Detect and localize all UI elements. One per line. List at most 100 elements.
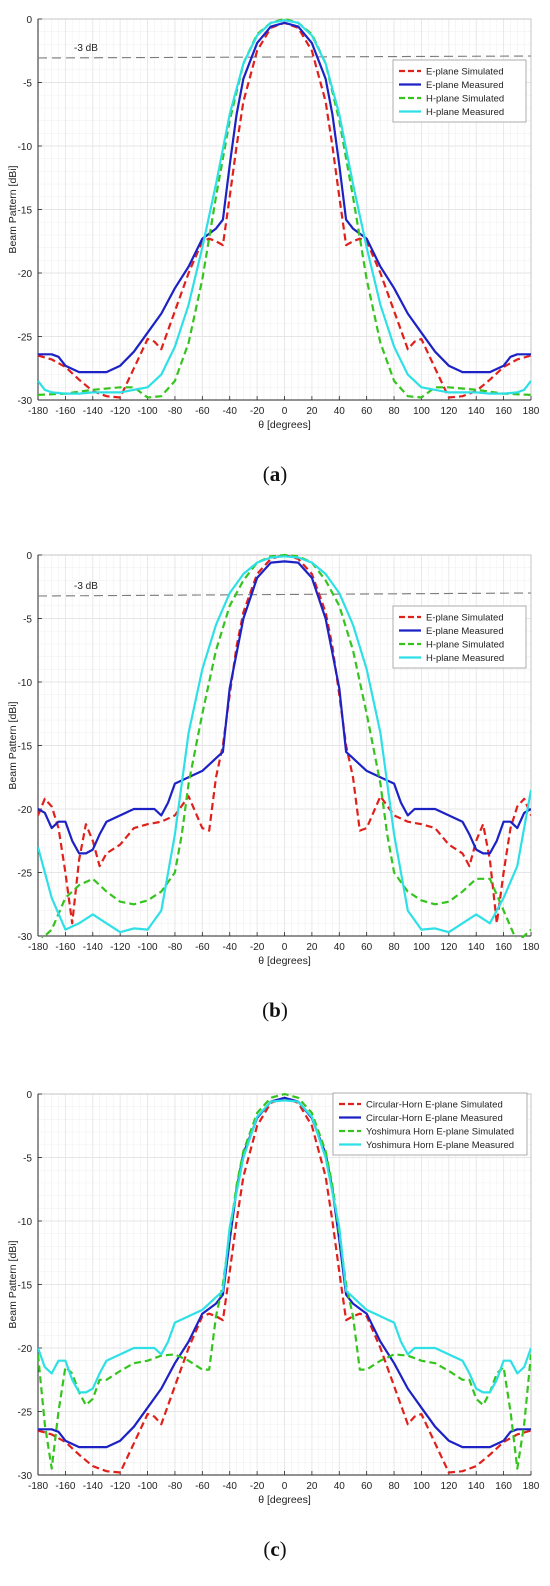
x-tick-label: -180 <box>28 942 48 953</box>
legend: E-plane Simulated E-plane Measured H-plane… <box>392 605 527 669</box>
y-tick-label: -25 <box>18 1408 33 1419</box>
y-tick-label: -15 <box>18 1281 33 1292</box>
x-axis-label: θ [degrees] <box>258 419 311 431</box>
x-tick-label: 20 <box>306 942 318 953</box>
beam-pattern-chart-b: -180 -160 -140 -120 -100 -80 -60 -40 -20 0 20 40 60 8… <box>7 551 540 967</box>
beam-pattern-chart-a: -180 -160 -140 -120 -100 -80 -60 -40 -20 0 20 40 60 8… <box>7 15 540 431</box>
series-line-4 <box>38 19 531 395</box>
x-tick-label: -20 <box>250 406 265 417</box>
x-tick-label: 60 <box>361 942 373 953</box>
x-tick-label: -180 <box>28 1481 48 1492</box>
y-axis-label: Beam Pattern [dBi] <box>7 165 19 253</box>
x-tick-label: -140 <box>83 1481 103 1492</box>
y-tick-label: -20 <box>18 805 33 816</box>
x-axis-label: θ [degrees] <box>258 955 311 967</box>
chart-panel-c: -180 -160 -140 -120 -100 -80 -60 -40 -20 0 20 40 60 8… <box>0 1075 550 1525</box>
x-tick-label: -160 <box>55 1481 75 1492</box>
x-tick-label: 120 <box>440 1481 457 1492</box>
caption-b: (b) <box>262 998 288 1022</box>
x-axis-label: θ [degrees] <box>258 1494 311 1506</box>
y-tick-label: 0 <box>26 15 32 26</box>
x-tick-label: -40 <box>222 406 237 417</box>
chart-panel-b: -180 -160 -140 -120 -100 -80 -60 -40 -20 0 20 40 60 8… <box>0 536 550 986</box>
y-tick-label: 0 <box>26 1090 32 1101</box>
y-tick-label: -5 <box>23 615 32 626</box>
series-line-2 <box>38 560 531 855</box>
minus-3db-line <box>37 592 532 597</box>
x-tick-label: 40 <box>334 1481 346 1492</box>
series-line-4 <box>38 555 531 934</box>
legend-label: E-plane Simulated <box>426 613 504 624</box>
legend-label: E-plane Measured <box>426 80 504 91</box>
x-tick-label: -100 <box>138 942 158 953</box>
x-tick-label: 140 <box>468 406 485 417</box>
legend-label: Circular-Horn E-plane Simulated <box>366 1100 503 1111</box>
x-tick-label: 80 <box>388 942 400 953</box>
x-tick-label: 120 <box>440 406 457 417</box>
series-line-2 <box>38 21 531 374</box>
x-tick-label: -20 <box>250 942 265 953</box>
legend-label: H-plane Simulated <box>426 640 504 651</box>
legend-box <box>332 1092 528 1156</box>
x-tick-label: 180 <box>523 406 540 417</box>
y-tick-label: -5 <box>23 79 32 90</box>
legend-label: E-plane Simulated <box>426 67 504 78</box>
x-tick-label: -140 <box>83 942 103 953</box>
x-tick-label: 20 <box>306 406 318 417</box>
y-tick-label: -30 <box>18 932 33 943</box>
legend: Circular-Horn E-plane Simulated Circular-… <box>332 1092 528 1156</box>
x-tick-label: 180 <box>523 1481 540 1492</box>
x-tick-label: -20 <box>250 1481 265 1492</box>
y-axis-label: Beam Pattern [dBi] <box>7 1240 19 1328</box>
minus-3db-label: -3 dB <box>74 43 98 54</box>
series-group <box>38 553 531 938</box>
chart-panel-a: -180 -160 -140 -120 -100 -80 -60 -40 -20 0 20 40 60 8… <box>0 0 550 450</box>
legend-label: H-plane Measured <box>426 653 504 664</box>
series-group <box>38 17 531 399</box>
series-line-3 <box>41 553 531 938</box>
x-tick-label: -60 <box>195 406 210 417</box>
y-tick-label: -20 <box>18 269 33 280</box>
x-tick-label: 180 <box>523 942 540 953</box>
x-tick-label: 160 <box>495 942 512 953</box>
x-tick-label: -60 <box>195 942 210 953</box>
x-tick-label: 80 <box>388 406 400 417</box>
caption-a: (a) <box>262 462 288 486</box>
y-tick-label: -10 <box>18 142 33 153</box>
y-tick-label: 0 <box>26 551 32 562</box>
x-tick-label: -100 <box>138 406 158 417</box>
x-tick-label: -40 <box>222 942 237 953</box>
x-tick-label: 0 <box>282 406 288 417</box>
x-tick-label: -120 <box>110 942 130 953</box>
x-tick-label: -120 <box>110 406 130 417</box>
x-tick-label: 80 <box>388 1481 400 1492</box>
beam-pattern-chart-c: -180 -160 -140 -120 -100 -80 -60 -40 -20 0 20 40 60 8… <box>7 1090 540 1506</box>
legend-label: Yoshimura Horn E-plane Simulated <box>366 1127 514 1138</box>
minus-3db-line <box>37 55 532 59</box>
x-tick-label: 140 <box>468 942 485 953</box>
x-tick-label: -180 <box>28 406 48 417</box>
x-tick-label: 100 <box>413 1481 430 1492</box>
x-tick-label: -160 <box>55 406 75 417</box>
x-tick-label: -80 <box>168 406 183 417</box>
x-tick-label: -140 <box>83 406 103 417</box>
x-tick-label: 40 <box>334 942 346 953</box>
y-tick-label: -30 <box>18 396 33 407</box>
x-tick-label: 140 <box>468 1481 485 1492</box>
y-tick-label: -10 <box>18 1217 33 1228</box>
x-tick-label: 0 <box>282 942 288 953</box>
x-tick-label: 100 <box>413 942 430 953</box>
series-group <box>38 1092 531 1474</box>
minus-3db-label: -3 dB <box>74 581 98 592</box>
caption-c: (c) <box>263 1537 287 1561</box>
x-tick-label: 40 <box>334 406 346 417</box>
y-tick-label: -30 <box>18 1471 33 1482</box>
y-tick-label: -10 <box>18 678 33 689</box>
legend: E-plane Simulated E-plane Measured H-plane… <box>392 59 527 123</box>
y-tick-label: -20 <box>18 1344 33 1355</box>
series-line-3 <box>38 1092 531 1470</box>
x-tick-label: 160 <box>495 1481 512 1492</box>
x-tick-label: -120 <box>110 1481 130 1492</box>
y-tick-label: -25 <box>18 333 33 344</box>
x-tick-label: 120 <box>440 942 457 953</box>
